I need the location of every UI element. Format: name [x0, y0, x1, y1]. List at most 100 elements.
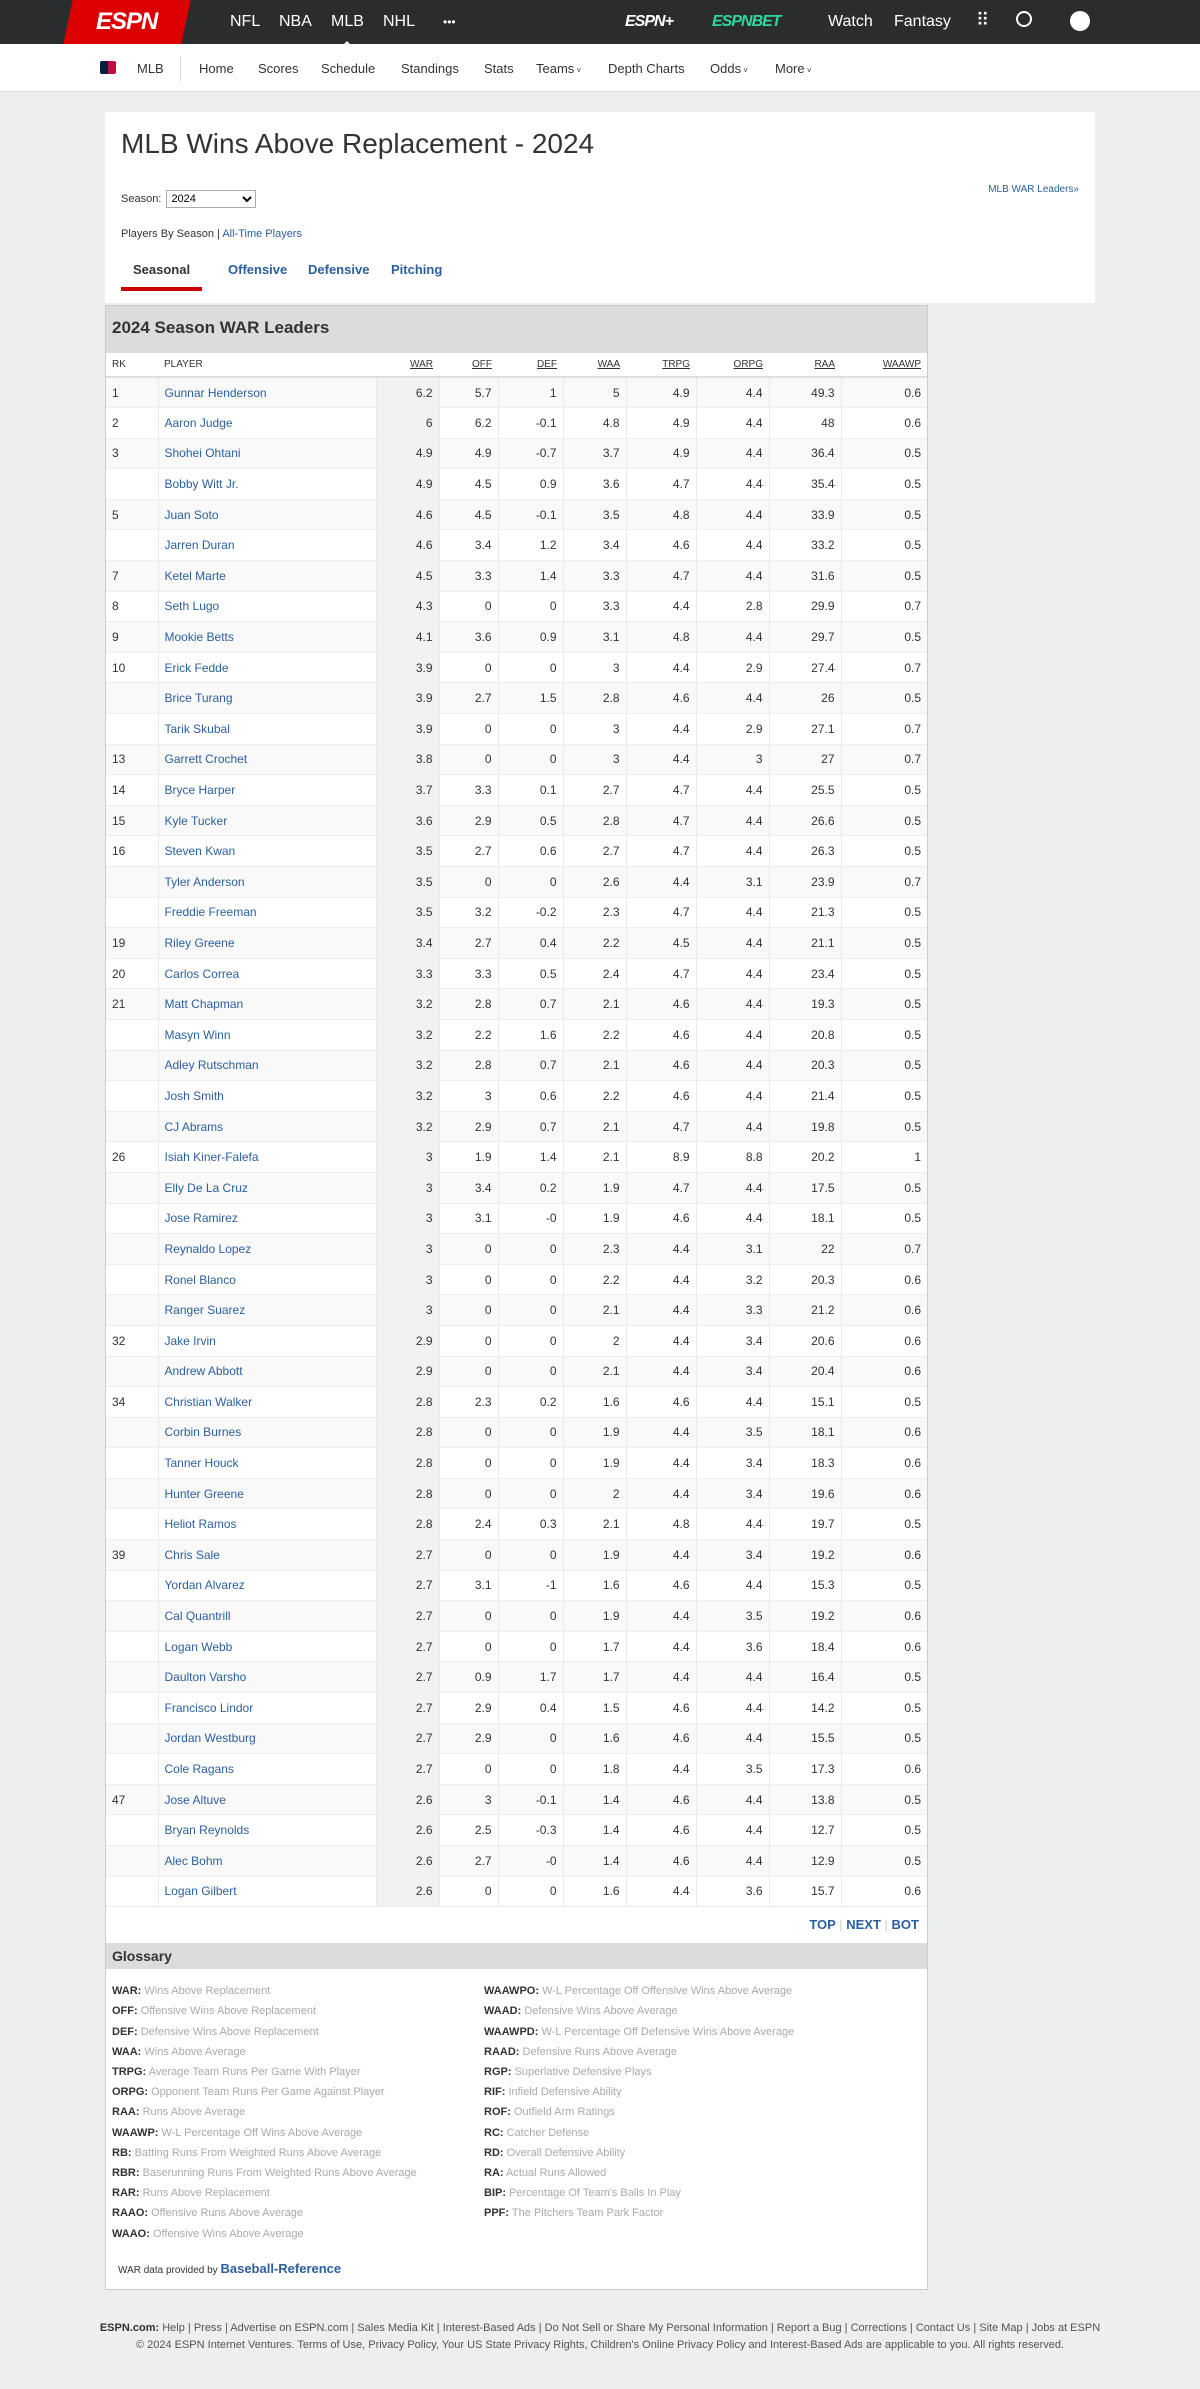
player-link[interactable]: Isiah Kiner-Falefa [164, 1150, 259, 1165]
footer-link[interactable]: Contact Us [915, 2322, 971, 2334]
espn-bet-link[interactable]: ESPNBET [712, 13, 782, 30]
player-link[interactable]: Bryce Harper [164, 783, 236, 798]
column-header-waawp[interactable]: WAAWP [841, 353, 927, 378]
player-link[interactable]: Bryan Reynolds [164, 1823, 250, 1838]
tab-seasonal[interactable]: Seasonal [120, 262, 203, 291]
next-link[interactable]: NEXT [846, 1917, 881, 1933]
player-link[interactable]: Carlos Correa [164, 966, 240, 981]
player-link[interactable]: Josh Smith [164, 1088, 224, 1103]
footer-link[interactable]: Interest-Based Ads [442, 2322, 536, 2334]
player-link[interactable]: Brice Turang [164, 691, 233, 706]
player-link[interactable]: Garrett Crochet [164, 752, 248, 767]
player-link[interactable]: Mookie Betts [164, 630, 234, 645]
column-header-war[interactable]: WAR [376, 353, 439, 378]
player-link[interactable]: Tarik Skubal [164, 721, 230, 736]
nav-nhl[interactable]: NHL [383, 13, 416, 30]
player-link[interactable]: Freddie Freeman [164, 905, 257, 920]
player-link[interactable]: Logan Gilbert [164, 1884, 237, 1899]
player-link[interactable]: Reynaldo Lopez [164, 1241, 252, 1256]
footer-link[interactable]: Site Map [979, 2322, 1023, 2334]
subnav-schedule[interactable]: Schedule [321, 61, 376, 76]
column-header-trpg[interactable]: TRPG [626, 353, 696, 378]
player-link[interactable]: Juan Soto [164, 507, 219, 522]
player-link[interactable]: Gunnar Henderson [164, 385, 267, 400]
player-link[interactable]: Masyn Winn [164, 1027, 231, 1042]
player-link[interactable]: Ronel Blanco [164, 1272, 236, 1287]
column-header-def[interactable]: DEF [498, 353, 563, 378]
player-link[interactable]: Corbin Burnes [164, 1425, 242, 1440]
player-link[interactable]: Christian Walker [164, 1394, 253, 1409]
player-link[interactable]: Tanner Houck [164, 1456, 239, 1471]
footer-link[interactable]: Press [193, 2322, 222, 2334]
player-link[interactable]: Kyle Tucker [164, 813, 228, 828]
player-link[interactable]: Chris Sale [164, 1547, 220, 1562]
player-link[interactable]: Riley Greene [164, 935, 235, 950]
footer-link[interactable]: Help [162, 2322, 185, 2334]
subnav-odds[interactable]: Odds ˅ [710, 61, 748, 76]
column-header-raa[interactable]: RAA [769, 353, 841, 378]
subnav-stats[interactable]: Stats [484, 61, 514, 76]
player-link[interactable]: Logan Webb [164, 1639, 233, 1654]
bot-link[interactable]: BOT [891, 1917, 919, 1933]
subnav-home[interactable]: Home [199, 61, 234, 76]
footer-link[interactable]: Report a Bug [776, 2322, 842, 2334]
baseball-reference-link[interactable]: Baseball-Reference [220, 2261, 342, 2277]
all-time-players-link[interactable]: All-Time Players [222, 228, 302, 240]
player-link[interactable]: Jose Ramirez [164, 1211, 238, 1226]
player-link[interactable]: Matt Chapman [164, 997, 244, 1012]
watch-link[interactable]: Watch [828, 13, 873, 30]
subnav-standings[interactable]: Standings [401, 61, 459, 76]
tab-defensive[interactable]: Defensive [308, 262, 370, 277]
nav-nba[interactable]: NBA [279, 13, 312, 30]
player-link[interactable]: Tyler Anderson [164, 874, 245, 889]
espn-logo[interactable]: ESPN [63, 0, 191, 44]
player-link[interactable]: Hunter Greene [164, 1486, 244, 1501]
top-link[interactable]: TOP [809, 1917, 836, 1933]
column-header-off[interactable]: OFF [439, 353, 498, 378]
subnav-more[interactable]: More ˅ [775, 61, 812, 76]
player-link[interactable]: Aaron Judge [164, 415, 233, 430]
player-link[interactable]: Cole Ragans [164, 1762, 234, 1777]
tab-offensive[interactable]: Offensive [228, 262, 288, 277]
player-link[interactable]: CJ Abrams [164, 1119, 224, 1134]
player-link[interactable]: Jarren Duran [164, 538, 235, 553]
footer-link[interactable]: Sales Media Kit [357, 2322, 434, 2334]
search-icon[interactable] [1016, 11, 1032, 27]
player-link[interactable]: Heliot Ramos [164, 1517, 237, 1532]
subnav-depth-charts[interactable]: Depth Charts [608, 61, 685, 76]
footer-link[interactable]: Jobs at ESPN [1031, 2322, 1101, 2334]
nav-mlb[interactable]: MLB [331, 13, 364, 46]
subnav-scores[interactable]: Scores [258, 61, 299, 76]
fantasy-link[interactable]: Fantasy [894, 13, 951, 30]
war-leaders-link[interactable]: MLB WAR Leaders» [988, 184, 1079, 195]
player-link[interactable]: Bobby Witt Jr. [164, 477, 239, 492]
player-link[interactable]: Daulton Varsho [164, 1670, 247, 1685]
player-link[interactable]: Alec Bohm [164, 1853, 223, 1868]
column-header-orpg[interactable]: ORPG [696, 353, 769, 378]
footer-link[interactable]: Advertise on ESPN.com [230, 2322, 349, 2334]
subnav-mlb[interactable]: MLB [137, 61, 164, 76]
player-link[interactable]: Francisco Lindor [164, 1700, 254, 1715]
player-link[interactable]: Steven Kwan [164, 844, 236, 859]
player-link[interactable]: Seth Lugo [164, 599, 220, 614]
player-link[interactable]: Yordan Alvarez [164, 1578, 245, 1593]
subnav-teams[interactable]: Teams ˅ [536, 61, 582, 76]
apps-grid-icon[interactable]: ⠿ [976, 10, 989, 30]
footer-link[interactable]: Do Not Sell or Share My Personal Informa… [544, 2322, 768, 2334]
player-link[interactable]: Jake Irvin [164, 1333, 216, 1348]
player-link[interactable]: Andrew Abbott [164, 1364, 243, 1379]
player-link[interactable]: Erick Fedde [164, 660, 229, 675]
player-link[interactable]: Elly De La Cruz [164, 1180, 248, 1195]
footer-link[interactable]: Corrections [850, 2322, 907, 2334]
player-link[interactable]: Jose Altuve [164, 1792, 226, 1807]
column-header-waa[interactable]: WAA [563, 353, 626, 378]
more-sports-icon[interactable]: ••• [443, 15, 456, 29]
player-link[interactable]: Jordan Westburg [164, 1731, 256, 1746]
season-select[interactable]: 2024 [166, 190, 257, 208]
profile-icon[interactable] [1070, 11, 1090, 31]
player-link[interactable]: Cal Quantrill [164, 1609, 231, 1624]
nav-nfl[interactable]: NFL [230, 13, 261, 30]
player-link[interactable]: Adley Rutschman [164, 1058, 259, 1073]
player-link[interactable]: Shohei Ohtani [164, 446, 241, 461]
player-link[interactable]: Ranger Suarez [164, 1303, 246, 1318]
